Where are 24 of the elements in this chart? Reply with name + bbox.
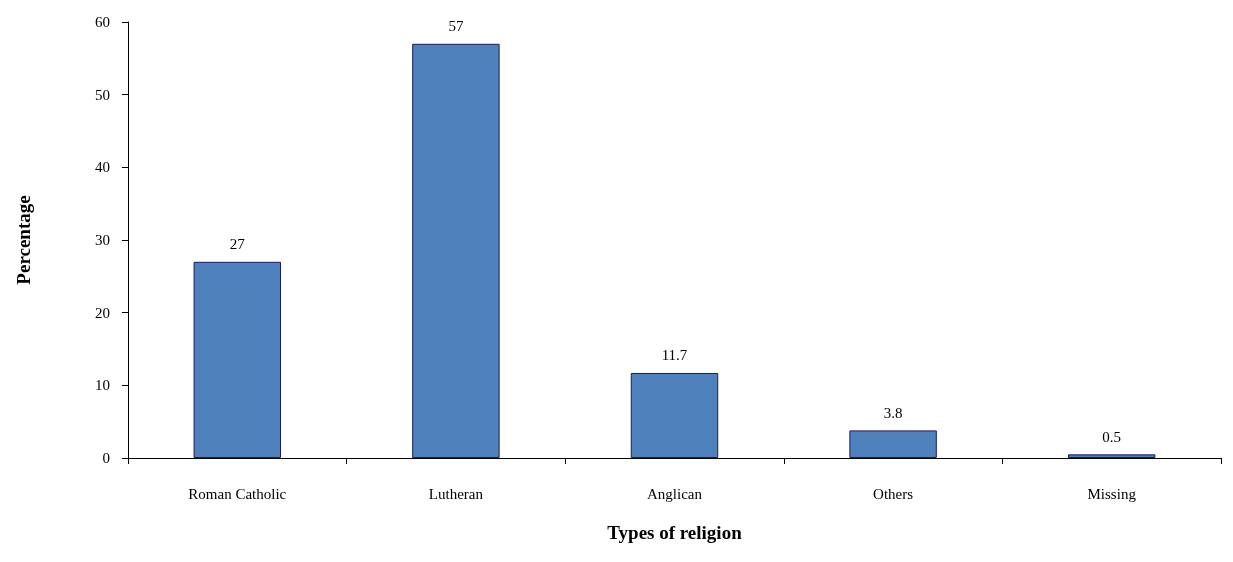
- y-tick-label: 60: [95, 14, 110, 30]
- y-tick-label: 0: [102, 450, 110, 466]
- x-tick-label: Roman Catholic: [188, 485, 287, 502]
- y-tick-label: 30: [95, 232, 110, 248]
- data-label: 57: [448, 18, 464, 35]
- bar: [193, 261, 282, 458]
- x-tick-label: Anglican: [647, 485, 703, 502]
- bar: [849, 430, 937, 458]
- y-axis-title: Percentage: [13, 195, 34, 285]
- bar: [630, 372, 719, 458]
- data-label: 3.8: [883, 404, 903, 421]
- x-axis-title: Types of religion: [607, 522, 743, 543]
- x-tick-label: Missing: [1087, 485, 1137, 502]
- data-label: 11.7: [661, 347, 688, 364]
- bar: [1067, 454, 1156, 458]
- x-tick-label: Others: [873, 485, 914, 502]
- y-tick-label: 50: [95, 86, 110, 103]
- bar: [412, 43, 500, 458]
- y-tick-label: 40: [95, 159, 110, 176]
- y-tick-label: 20: [95, 304, 110, 321]
- y-tick-label: 10: [95, 377, 110, 394]
- x-tick-label: Lutheran: [428, 485, 484, 502]
- data-label: 27: [229, 236, 246, 253]
- data-label: 0.5: [1102, 428, 1122, 445]
